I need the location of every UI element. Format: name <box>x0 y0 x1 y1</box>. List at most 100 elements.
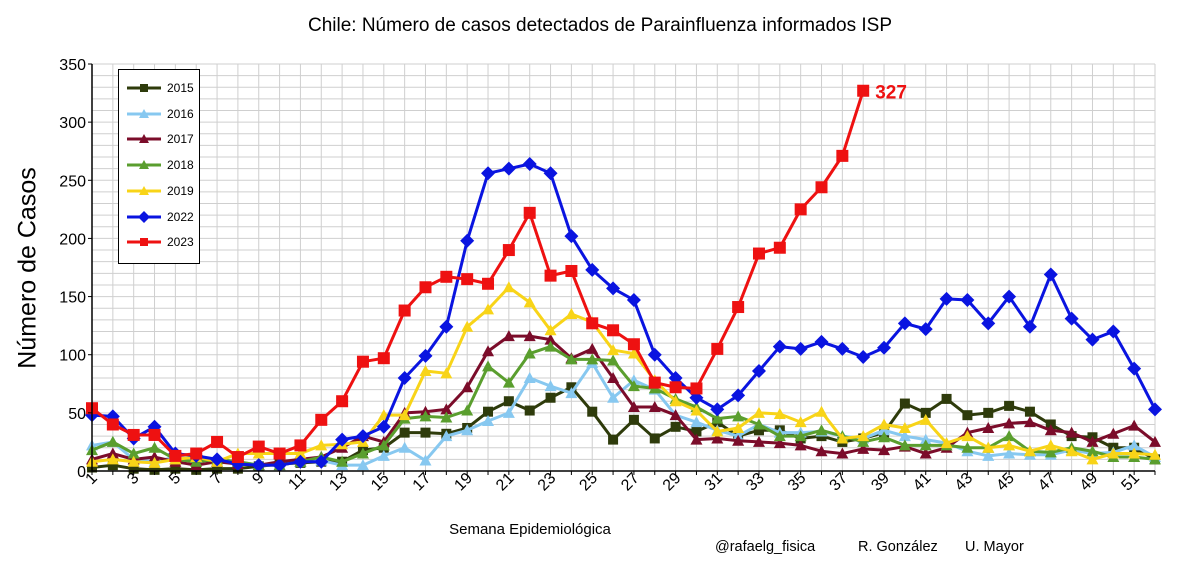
data-point-2015 <box>503 396 514 407</box>
data-point-2015 <box>399 427 410 438</box>
data-point-2023 <box>377 352 390 365</box>
data-point-2015 <box>649 433 660 444</box>
legend-marker-2022 <box>138 210 150 223</box>
data-point-2022 <box>460 233 475 248</box>
data-point-2022 <box>1043 267 1058 282</box>
data-point-2015 <box>1004 400 1015 411</box>
data-point-2015 <box>899 398 910 409</box>
data-point-2019 <box>502 281 515 293</box>
data-point-2018 <box>106 435 119 447</box>
data-point-2019 <box>1023 445 1036 457</box>
data-point-2019 <box>773 408 786 420</box>
data-point-2018 <box>502 376 515 388</box>
data-point-2016 <box>919 433 932 445</box>
data-point-2019 <box>836 432 849 444</box>
data-point-2018 <box>377 439 390 451</box>
data-point-2023 <box>794 203 807 216</box>
data-point-2019 <box>106 453 119 465</box>
data-point-2022 <box>1085 332 1100 347</box>
data-point-2016 <box>377 449 390 461</box>
legend-label: 2022 <box>167 209 194 224</box>
data-point-2022 <box>314 454 329 469</box>
legend-marker-2023 <box>140 238 148 247</box>
data-point-2018 <box>919 439 932 451</box>
data-point-2017 <box>148 451 161 463</box>
data-point-2016 <box>523 371 536 383</box>
data-point-2022 <box>731 388 746 403</box>
x-tick-label: 27 <box>618 470 643 495</box>
annotation-layer: 327 <box>875 83 907 104</box>
legend-item-2018: 2018 <box>125 157 201 173</box>
data-point-2022 <box>877 340 892 355</box>
data-point-2023 <box>607 324 620 337</box>
y-tick-label: 300 <box>59 115 86 132</box>
data-point-2019 <box>461 320 474 332</box>
legend-label: 2016 <box>167 106 194 121</box>
legend-label: 2019 <box>167 183 194 198</box>
legend: 2015 2016 2017 2018 2019 2022 2023 <box>118 69 200 264</box>
data-point-2019 <box>148 456 161 468</box>
data-point-2016 <box>482 414 495 426</box>
data-point-2017 <box>669 409 682 421</box>
data-point-2019 <box>961 430 974 442</box>
data-point-2017 <box>836 447 849 459</box>
data-point-2015 <box>128 463 139 474</box>
legend-swatch-2022 <box>127 210 161 223</box>
data-point-2023 <box>169 449 182 462</box>
data-point-2023 <box>711 342 724 355</box>
data-point-2016 <box>502 406 515 418</box>
data-point-2016 <box>419 454 432 466</box>
data-point-2022 <box>1002 289 1017 304</box>
data-point-2017 <box>794 439 807 451</box>
data-point-2018 <box>857 435 870 447</box>
data-point-2019 <box>482 303 495 315</box>
series-line-2017 <box>91 334 1156 467</box>
data-point-2017 <box>648 401 661 413</box>
data-point-2019 <box>1128 447 1141 459</box>
data-point-2019 <box>857 430 870 442</box>
data-point-2019 <box>419 364 432 376</box>
data-point-2019 <box>607 344 620 356</box>
data-point-2022 <box>397 370 412 385</box>
data-point-2022 <box>335 432 350 447</box>
data-point-2019 <box>1003 439 1016 451</box>
data-point-2023 <box>148 428 161 441</box>
data-point-2017 <box>627 401 640 413</box>
data-point-2016 <box>398 441 411 453</box>
data-point-2023 <box>294 439 307 452</box>
x-tick-label: 11 <box>285 470 309 494</box>
data-point-2019 <box>565 308 578 320</box>
annotation-last-value: 327 <box>875 83 907 104</box>
data-point-2017 <box>1107 427 1120 439</box>
data-point-2019 <box>669 395 682 407</box>
legend-swatch-2019 <box>127 185 161 195</box>
data-point-2017 <box>1044 424 1057 436</box>
data-point-2022 <box>564 229 579 244</box>
data-point-2023 <box>211 435 224 448</box>
data-point-2018 <box>711 412 724 424</box>
data-point-2017 <box>1065 426 1078 438</box>
data-point-2023 <box>252 440 265 453</box>
data-point-2017 <box>1149 435 1161 447</box>
data-point-2023 <box>544 269 557 282</box>
data-point-2017 <box>544 333 557 345</box>
legend-swatch-2023 <box>127 238 161 247</box>
y-axis-label: Número de Casos <box>13 167 42 369</box>
data-point-2017 <box>502 330 515 342</box>
x-tick-label: 15 <box>368 470 393 495</box>
data-point-2019 <box>794 416 807 428</box>
data-point-2018 <box>1044 446 1057 458</box>
data-point-2022 <box>981 316 996 331</box>
series-line-2022 <box>91 162 1157 467</box>
data-point-2016 <box>607 391 620 403</box>
series-line-2019 <box>91 285 1156 465</box>
legend-swatch-2018 <box>127 160 161 170</box>
data-point-2015 <box>107 460 118 471</box>
data-point-2017 <box>1003 417 1016 429</box>
x-tick-label: 17 <box>410 470 435 495</box>
data-point-2022 <box>710 402 725 417</box>
data-point-2022 <box>481 166 496 181</box>
grid-lines <box>91 63 1156 472</box>
legend-swatch-2017 <box>127 134 161 144</box>
